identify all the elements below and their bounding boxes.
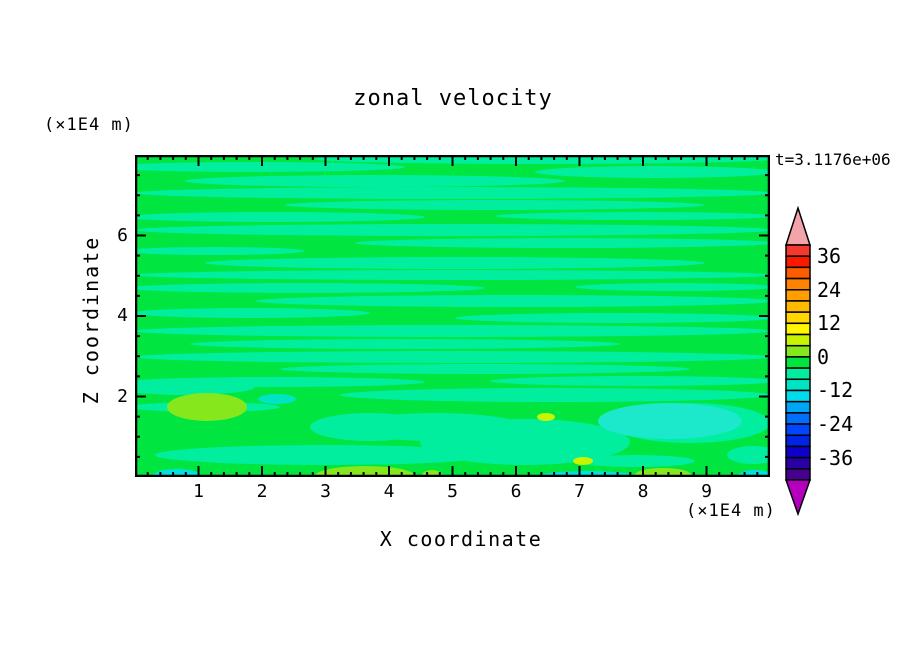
x-tick-label: 6 bbox=[510, 481, 522, 502]
colorbar-cell bbox=[785, 300, 811, 313]
y-tick-label: 2 bbox=[117, 385, 128, 407]
x-tick-label: 4 bbox=[383, 481, 395, 502]
contour-band bbox=[455, 313, 770, 323]
contour-patch bbox=[258, 394, 296, 404]
contour-band bbox=[135, 247, 305, 255]
contour-band bbox=[355, 238, 770, 248]
colorbar-cell bbox=[785, 255, 811, 269]
contour-band bbox=[310, 413, 430, 441]
colorbar-cell bbox=[785, 333, 811, 347]
colorbar-cell bbox=[785, 468, 811, 481]
contour-patch bbox=[573, 457, 593, 465]
contour-patch bbox=[537, 413, 555, 421]
contour-band bbox=[135, 270, 770, 280]
colorbar-tick-label: -24 bbox=[817, 412, 854, 437]
plot-border bbox=[135, 155, 770, 477]
colorbar-cell bbox=[785, 356, 811, 369]
colorbar-cell bbox=[785, 311, 811, 325]
contour-patch bbox=[598, 403, 742, 439]
time-annotation: t=3.1176e+06 bbox=[775, 150, 891, 169]
colorbar-cell bbox=[785, 244, 811, 257]
x-tick-label: 9 bbox=[701, 481, 712, 502]
contour-band bbox=[575, 283, 770, 291]
y-tick-label: 4 bbox=[117, 305, 128, 326]
contour-band bbox=[205, 257, 705, 269]
colorbar-cell bbox=[785, 434, 811, 448]
contour-band bbox=[535, 166, 770, 178]
colorbar-cell bbox=[785, 378, 811, 392]
x-tick-label: 1 bbox=[193, 481, 204, 502]
colorbar-cell bbox=[785, 389, 811, 403]
colorbar-cell bbox=[785, 423, 811, 436]
contour-band bbox=[135, 325, 770, 337]
colorbar-cell bbox=[785, 322, 811, 336]
colorbar-tick-label: -12 bbox=[817, 378, 854, 403]
contour-band bbox=[285, 200, 705, 210]
contour-band bbox=[135, 379, 255, 395]
x-tick-label: 8 bbox=[637, 481, 649, 502]
contour-band bbox=[135, 162, 405, 172]
contour-band bbox=[135, 308, 370, 318]
colorbar-over-arrow bbox=[784, 205, 812, 246]
colorbar-cell bbox=[785, 289, 811, 302]
contour-band bbox=[575, 455, 695, 467]
colorbar bbox=[784, 205, 812, 517]
colorbar-cell bbox=[785, 367, 811, 381]
contour-band bbox=[495, 212, 770, 220]
x-tick-label: 3 bbox=[320, 481, 331, 502]
contour-band bbox=[135, 224, 770, 236]
contour-patch bbox=[167, 393, 247, 421]
colorbar-cell bbox=[785, 266, 811, 280]
contour-band bbox=[135, 187, 770, 199]
x-tick-label: 2 bbox=[256, 481, 268, 502]
colorbar-tick-label: 24 bbox=[817, 277, 842, 302]
x-axis-unit-label: (×1E4 m) bbox=[686, 501, 776, 521]
contour-band bbox=[185, 175, 565, 187]
x-tick-label: 5 bbox=[447, 481, 458, 502]
y-axis-unit-label: (×1E4 m) bbox=[44, 115, 134, 135]
contour-band bbox=[255, 295, 770, 307]
x-tick-label: 7 bbox=[574, 481, 585, 502]
colorbar-cell bbox=[785, 277, 811, 291]
contour-band bbox=[135, 283, 485, 293]
colorbar-cell bbox=[785, 412, 811, 425]
contour-band bbox=[490, 376, 770, 386]
contour-band bbox=[190, 339, 620, 349]
colorbar-tick-label: 0 bbox=[817, 344, 830, 369]
contour-band bbox=[155, 445, 495, 465]
colorbar-cell bbox=[785, 344, 811, 358]
contour-band bbox=[135, 351, 770, 363]
colorbar-tick-label: -36 bbox=[817, 445, 854, 470]
colorbar-tick-label: 36 bbox=[817, 244, 842, 269]
colorbar-cell bbox=[785, 445, 811, 459]
contour-band bbox=[340, 388, 770, 402]
colorbar-cell bbox=[785, 400, 811, 414]
chart-title: zonal velocity bbox=[353, 86, 553, 111]
contour-band bbox=[135, 212, 425, 222]
contour-band bbox=[727, 446, 770, 464]
contour-plot-area bbox=[135, 155, 770, 477]
colorbar-cell bbox=[785, 456, 811, 470]
y-tick-label: 6 bbox=[117, 224, 128, 246]
colorbar-under-arrow bbox=[784, 479, 812, 517]
colorbar-tick-label: 12 bbox=[817, 311, 842, 336]
x-axis-title: X coordinate bbox=[379, 527, 543, 551]
contour-band bbox=[280, 364, 690, 374]
